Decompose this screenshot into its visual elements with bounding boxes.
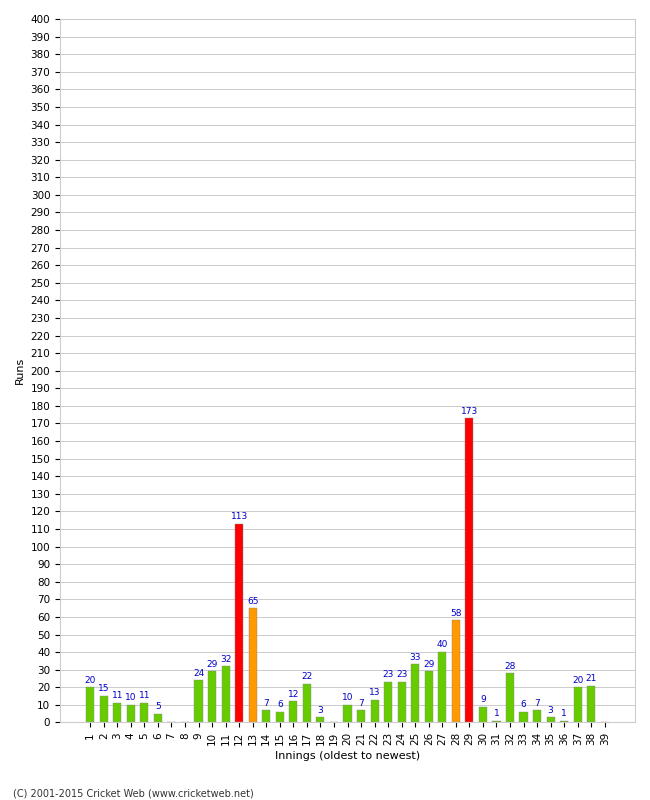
- Bar: [411, 665, 419, 722]
- Bar: [574, 687, 582, 722]
- Text: 29: 29: [423, 660, 434, 669]
- Bar: [547, 717, 554, 722]
- Text: 29: 29: [207, 660, 218, 669]
- Text: 113: 113: [231, 512, 248, 521]
- Bar: [384, 682, 392, 722]
- Bar: [398, 682, 406, 722]
- Text: 9: 9: [480, 695, 486, 704]
- Bar: [208, 671, 216, 722]
- Text: 6: 6: [277, 700, 283, 710]
- Bar: [262, 710, 270, 722]
- Bar: [424, 671, 433, 722]
- Bar: [222, 666, 229, 722]
- Text: 58: 58: [450, 609, 461, 618]
- Bar: [249, 608, 257, 722]
- Text: 24: 24: [193, 669, 204, 678]
- Bar: [465, 418, 473, 722]
- Text: 22: 22: [301, 672, 313, 681]
- Bar: [235, 524, 243, 722]
- Bar: [276, 712, 284, 722]
- Bar: [154, 714, 162, 722]
- Bar: [140, 703, 148, 722]
- Bar: [452, 621, 460, 722]
- Bar: [343, 705, 352, 722]
- Bar: [560, 721, 568, 722]
- Text: (C) 2001-2015 Cricket Web (www.cricketweb.net): (C) 2001-2015 Cricket Web (www.cricketwe…: [13, 788, 254, 798]
- Y-axis label: Runs: Runs: [15, 357, 25, 384]
- Text: 11: 11: [112, 691, 123, 701]
- Bar: [99, 696, 108, 722]
- X-axis label: Innings (oldest to newest): Innings (oldest to newest): [275, 751, 420, 761]
- Text: 10: 10: [125, 694, 136, 702]
- Text: 40: 40: [437, 641, 448, 650]
- Text: 6: 6: [521, 700, 526, 710]
- Text: 13: 13: [369, 688, 380, 697]
- Text: 3: 3: [318, 706, 323, 714]
- Bar: [493, 721, 500, 722]
- Text: 7: 7: [358, 698, 364, 707]
- Bar: [506, 674, 514, 722]
- Bar: [86, 687, 94, 722]
- Text: 23: 23: [396, 670, 408, 679]
- Text: 11: 11: [138, 691, 150, 701]
- Text: 33: 33: [410, 653, 421, 662]
- Bar: [357, 710, 365, 722]
- Bar: [303, 684, 311, 722]
- Text: 15: 15: [98, 685, 109, 694]
- Bar: [127, 705, 135, 722]
- Bar: [533, 710, 541, 722]
- Text: 10: 10: [342, 694, 353, 702]
- Text: 20: 20: [572, 676, 584, 685]
- Text: 21: 21: [586, 674, 597, 683]
- Bar: [479, 706, 487, 722]
- Text: 65: 65: [247, 597, 259, 606]
- Text: 1: 1: [562, 709, 567, 718]
- Bar: [113, 703, 122, 722]
- Text: 1: 1: [493, 709, 499, 718]
- Text: 7: 7: [263, 698, 269, 707]
- Text: 28: 28: [504, 662, 515, 670]
- Text: 5: 5: [155, 702, 161, 711]
- Text: 23: 23: [382, 670, 394, 679]
- Text: 32: 32: [220, 654, 231, 663]
- Bar: [194, 680, 203, 722]
- Text: 3: 3: [548, 706, 554, 714]
- Bar: [587, 686, 595, 722]
- Text: 20: 20: [84, 676, 96, 685]
- Text: 7: 7: [534, 698, 540, 707]
- Bar: [317, 717, 324, 722]
- Bar: [370, 700, 379, 722]
- Bar: [438, 652, 447, 722]
- Text: 12: 12: [288, 690, 299, 698]
- Text: 173: 173: [461, 406, 478, 415]
- Bar: [289, 702, 298, 722]
- Bar: [519, 712, 528, 722]
